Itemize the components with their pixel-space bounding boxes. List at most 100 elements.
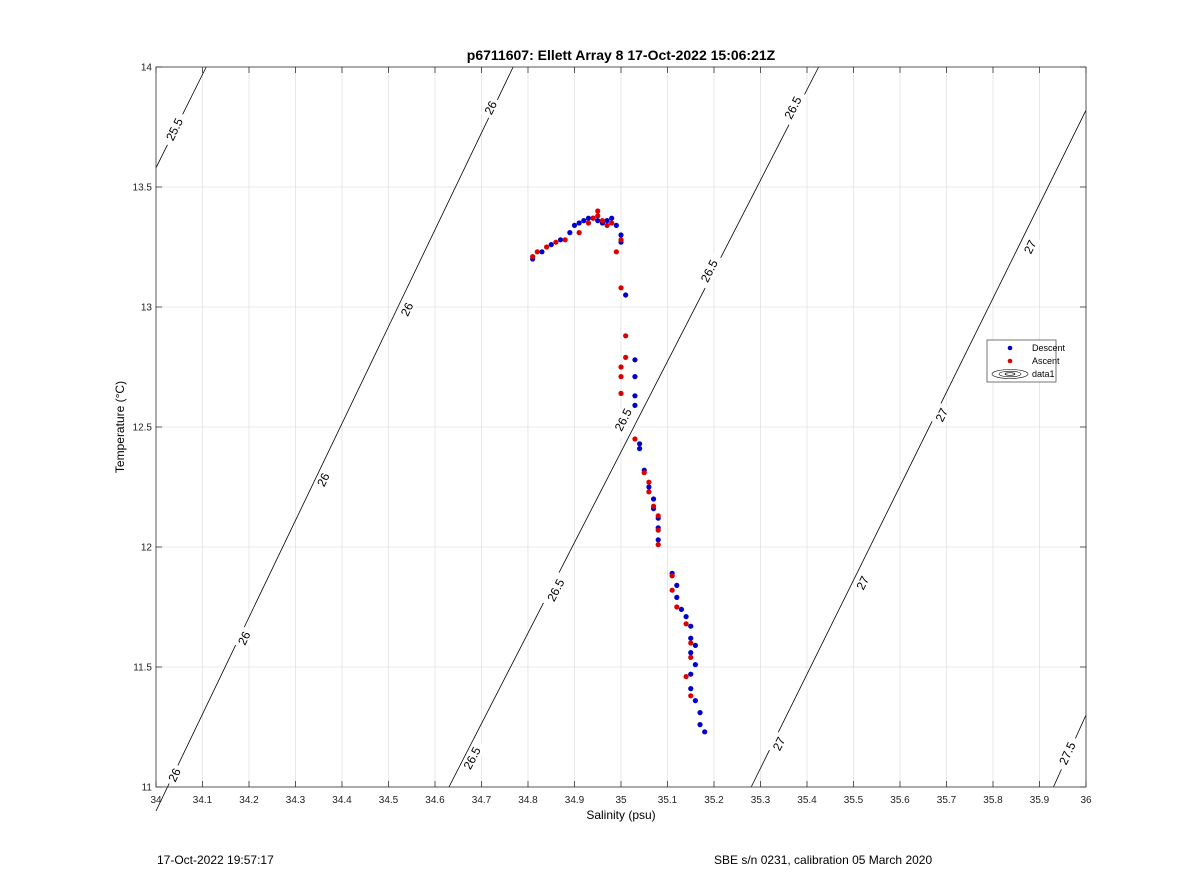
- ascent-point: [618, 237, 624, 243]
- x-tick-label: 35.5: [844, 795, 864, 806]
- isopycnal-label: 26: [398, 300, 417, 318]
- isopycnal-line: [750, 110, 1087, 788]
- ascent-point: [562, 237, 568, 243]
- isopycnal-label: 27: [770, 734, 789, 752]
- descent-point: [595, 218, 601, 224]
- x-tick-label: 35.4: [797, 795, 817, 806]
- ascent-point: [655, 513, 661, 519]
- descent-point: [539, 249, 545, 255]
- isopycnal-label-gap: [768, 731, 790, 756]
- legend: Descent Ascent data1: [986, 339, 1066, 383]
- descent-point: [585, 215, 592, 221]
- x-tick-label: 34.8: [518, 795, 538, 806]
- y-tick-label: 13.5: [133, 183, 153, 194]
- descent-point: [557, 237, 564, 243]
- x-tick-label: 34.3: [286, 795, 306, 806]
- x-tick-label: 34.4: [332, 795, 352, 806]
- isopycnal-label-gap: [458, 739, 487, 777]
- isopycnal-label-gap: [1019, 234, 1041, 260]
- x-tick-label: 35.7: [937, 795, 957, 806]
- descent-point: [576, 220, 582, 226]
- isopycnal-label-gap: [396, 297, 418, 322]
- footer-timestamp: 17-Oct-2022 19:57:17: [157, 853, 274, 867]
- ascent-point: [632, 436, 638, 442]
- descent-point: [567, 230, 573, 236]
- y-tick-label: 11.5: [133, 663, 152, 674]
- descent-point: [632, 374, 638, 380]
- x-tick-label: 34.9: [565, 795, 585, 806]
- descent-point: [613, 222, 619, 228]
- descent-point: [678, 606, 685, 613]
- isopycnal-contours: 25.5262626262626.526.526.526.526.5272727…: [155, 66, 1087, 812]
- isopycnal-label-gap: [695, 252, 724, 290]
- ascent-point: [618, 285, 624, 291]
- chart-title: p6711607: Ellett Array 8 17-Oct-2022 15:…: [467, 47, 776, 63]
- y-tick-label: 13: [141, 303, 153, 314]
- descent-point: [683, 614, 689, 620]
- ascent-point: [688, 640, 694, 646]
- data-points: [530, 208, 708, 735]
- ascent-point: [669, 587, 675, 593]
- x-tick-label: 34.1: [193, 795, 213, 806]
- ascent-point: [655, 542, 661, 548]
- legend-descent-marker: [1007, 345, 1013, 351]
- isopycnal-label-gap: [852, 570, 874, 596]
- descent-point: [688, 671, 694, 677]
- y-axis-ticks: 11 11.5 12 12.5 13 13.5 14: [133, 63, 1086, 794]
- x-axis-ticks: 34 34.1 34.2 34.3 34.4 34.5 34.6 34.7 34.8 34.9 35…: [150, 67, 1092, 806]
- descent-point: [674, 582, 680, 589]
- x-tick-label: 35.9: [1030, 795, 1050, 806]
- descent-point: [692, 698, 699, 704]
- descent-point: [702, 729, 708, 735]
- isopycnal-label: 26: [235, 629, 254, 647]
- y-axis-label: Temperature (°C): [113, 381, 127, 473]
- x-tick-label: 34: [150, 795, 162, 806]
- ascent-point: [613, 249, 619, 255]
- descent-point: [655, 537, 661, 543]
- ascent-point: [604, 222, 610, 228]
- descent-point: [609, 215, 615, 221]
- descent-point: [581, 218, 587, 224]
- legend-contour-icon: [991, 369, 1029, 379]
- ascent-point: [544, 244, 550, 250]
- x-tick-label: 34.2: [239, 795, 259, 806]
- isopycnal-label-gap: [931, 402, 953, 428]
- isopycnal-label: 27: [854, 574, 873, 592]
- isopycnal-label-gap: [312, 467, 335, 492]
- legend-data1-label: data1: [1032, 369, 1055, 379]
- ascent-point: [595, 213, 601, 219]
- ascent-point: [585, 220, 592, 226]
- isopycnal-label-gap: [163, 762, 186, 788]
- y-tick-label: 12.5: [133, 423, 153, 434]
- descent-point: [632, 402, 638, 408]
- ascent-point: [683, 621, 689, 627]
- descent-point: [697, 722, 703, 728]
- legend-box: [986, 339, 1057, 383]
- isopycnal-label-gap: [609, 401, 638, 439]
- ascent-point: [618, 364, 624, 370]
- isopycnal-label-gap: [779, 89, 808, 127]
- descent-point: [646, 484, 652, 490]
- isopycnal-label-gap: [541, 571, 570, 609]
- descent-point: [632, 393, 638, 399]
- x-tick-label: 35.1: [658, 795, 678, 806]
- descent-point: [697, 710, 703, 716]
- descent-point: [688, 623, 694, 629]
- ascent-point: [646, 479, 652, 485]
- ascent-point: [595, 208, 601, 214]
- ascent-point: [553, 239, 559, 245]
- descent-point: [632, 357, 638, 363]
- descent-point: [650, 496, 657, 502]
- x-tick-label: 34.6: [425, 795, 445, 806]
- descent-point: [604, 218, 610, 224]
- ascent-point: [530, 254, 536, 260]
- ascent-point: [599, 218, 606, 224]
- y-tick-label: 11: [142, 783, 153, 794]
- ascent-point: [655, 527, 661, 533]
- ascent-point: [576, 230, 582, 236]
- ascent-point: [688, 693, 694, 699]
- ascent-point: [683, 674, 689, 680]
- descent-point: [674, 594, 680, 601]
- legend-ascent-marker: [1007, 358, 1013, 364]
